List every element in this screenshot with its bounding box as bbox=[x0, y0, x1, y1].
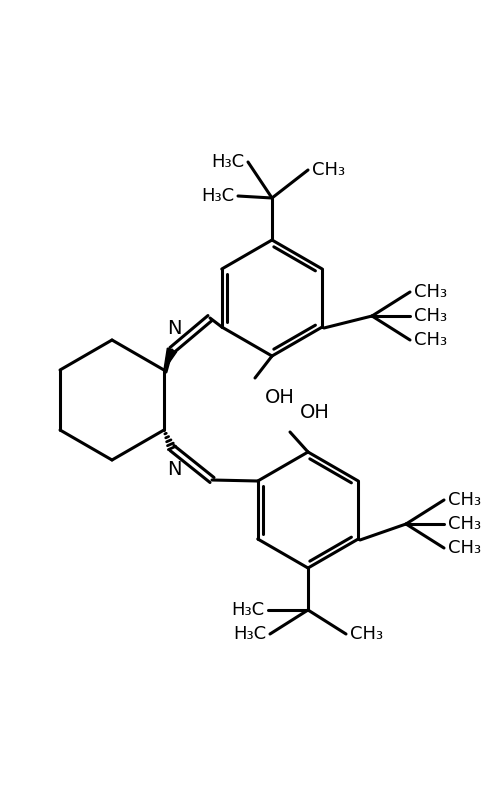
Text: OH: OH bbox=[300, 403, 330, 422]
Text: N: N bbox=[167, 460, 181, 479]
Text: H₃C: H₃C bbox=[211, 153, 244, 171]
Text: CH₃: CH₃ bbox=[448, 491, 481, 509]
Text: H₃C: H₃C bbox=[231, 601, 264, 619]
Text: CH₃: CH₃ bbox=[414, 331, 447, 349]
Text: CH₃: CH₃ bbox=[350, 625, 383, 643]
Text: CH₃: CH₃ bbox=[448, 515, 481, 533]
Text: OH: OH bbox=[265, 388, 295, 407]
Text: N: N bbox=[167, 319, 181, 338]
Text: CH₃: CH₃ bbox=[312, 161, 345, 179]
Text: CH₃: CH₃ bbox=[414, 307, 447, 325]
Text: CH₃: CH₃ bbox=[448, 539, 481, 557]
Text: H₃C: H₃C bbox=[201, 187, 234, 205]
Polygon shape bbox=[164, 348, 177, 370]
Text: H₃C: H₃C bbox=[233, 625, 266, 643]
Text: CH₃: CH₃ bbox=[414, 283, 447, 301]
